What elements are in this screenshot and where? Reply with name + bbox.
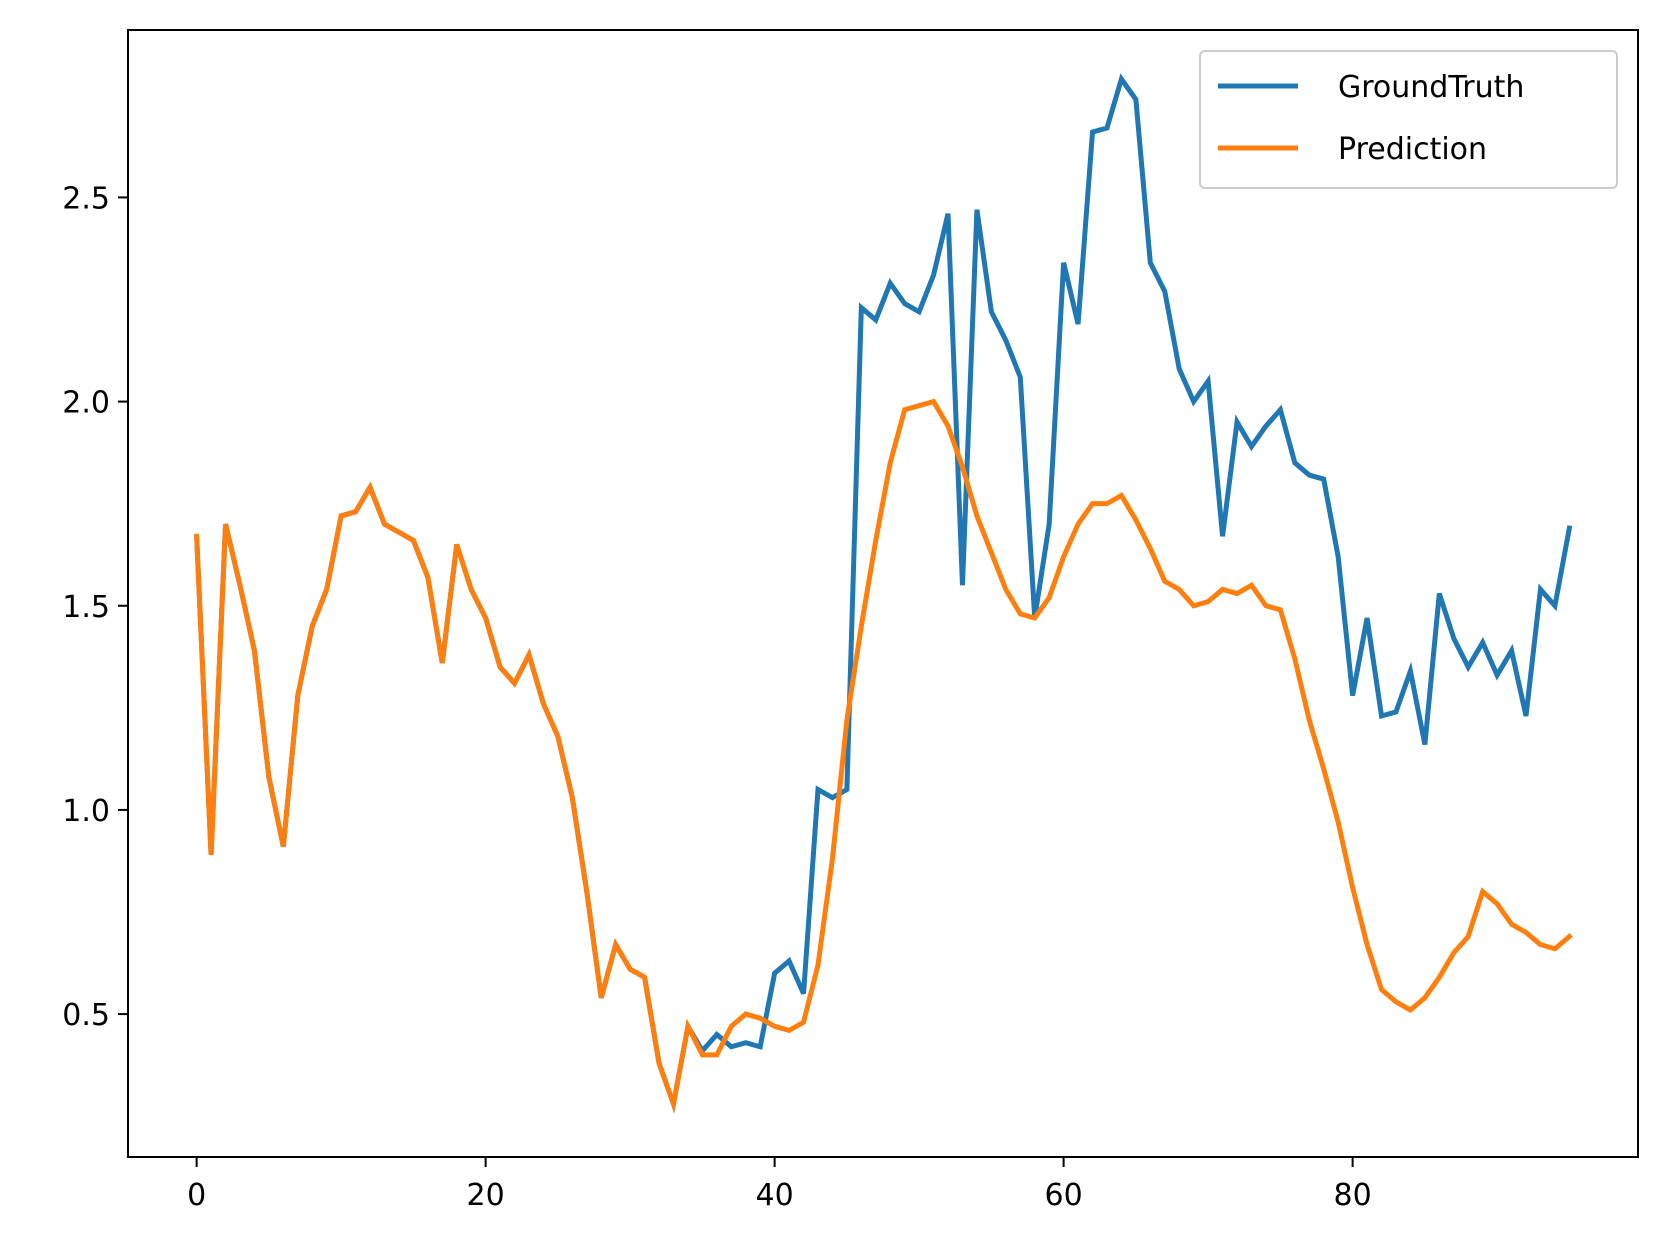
x-tick-label: 40: [756, 1178, 794, 1213]
y-axis: 0.5 1.0 1.5 2.0 2.5: [62, 181, 128, 1033]
x-tick-label: 80: [1334, 1178, 1372, 1213]
series-layer: [194, 73, 1573, 1114]
series-line-prediction: [194, 398, 1573, 1114]
legend: GroundTruth Prediction: [1199, 50, 1618, 189]
x-axis: 0 20 40 60 80: [187, 1157, 1372, 1213]
x-tick-label: 0: [187, 1178, 206, 1213]
legend-label-groundtruth: GroundTruth: [1338, 70, 1524, 105]
y-tick-label: 1.5: [62, 590, 110, 625]
legend-label-prediction: Prediction: [1338, 132, 1487, 167]
x-tick-label: 60: [1045, 1178, 1083, 1213]
y-tick-label: 1.0: [62, 794, 110, 829]
x-tick-label: 20: [467, 1178, 505, 1213]
legend-frame: [1199, 50, 1618, 189]
y-tick-label: 0.5: [62, 998, 110, 1033]
y-tick-label: 2.5: [62, 181, 110, 216]
y-tick-label: 2.0: [62, 386, 110, 421]
plot-area-frame: [127, 29, 1639, 1158]
